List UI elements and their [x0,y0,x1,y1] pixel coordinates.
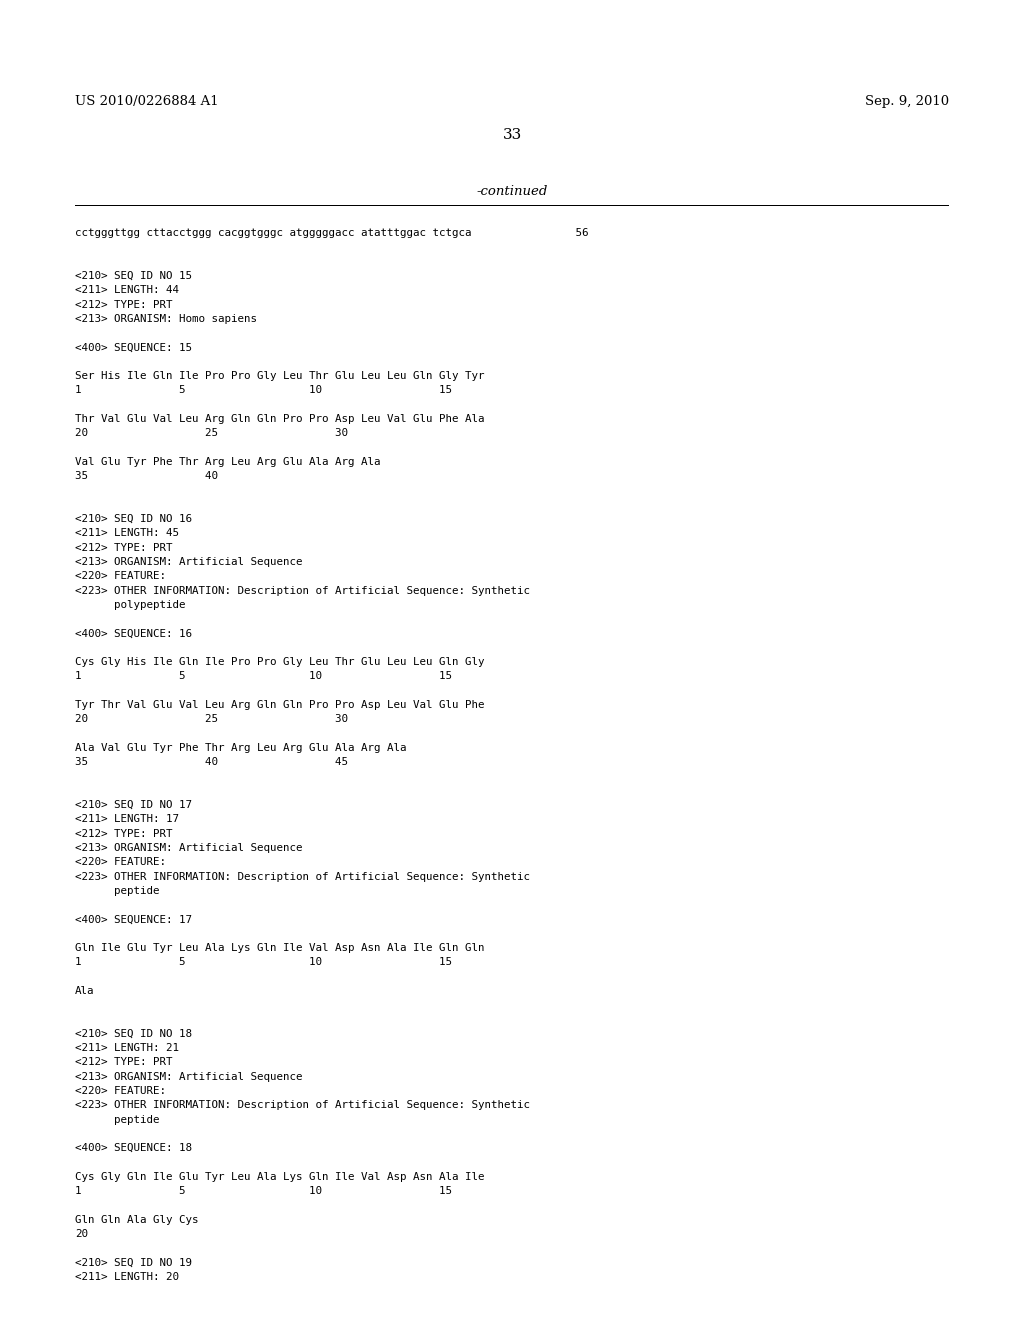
Text: <223> OTHER INFORMATION: Description of Artificial Sequence: Synthetic: <223> OTHER INFORMATION: Description of … [75,871,529,882]
Text: 20                  25                  30: 20 25 30 [75,714,348,725]
Text: <211> LENGTH: 45: <211> LENGTH: 45 [75,528,179,539]
Text: <213> ORGANISM: Homo sapiens: <213> ORGANISM: Homo sapiens [75,314,257,323]
Text: Ala: Ala [75,986,94,995]
Text: <400> SEQUENCE: 16: <400> SEQUENCE: 16 [75,628,191,639]
Text: 1               5                   10                  15: 1 5 10 15 [75,1187,452,1196]
Text: <400> SEQUENCE: 18: <400> SEQUENCE: 18 [75,1143,191,1154]
Text: peptide: peptide [75,886,160,896]
Text: <211> LENGTH: 44: <211> LENGTH: 44 [75,285,179,296]
Text: <210> SEQ ID NO 17: <210> SEQ ID NO 17 [75,800,191,810]
Text: Gln Ile Glu Tyr Leu Ala Lys Gln Ile Val Asp Asn Ala Ile Gln Gln: Gln Ile Glu Tyr Leu Ala Lys Gln Ile Val … [75,942,484,953]
Text: <212> TYPE: PRT: <212> TYPE: PRT [75,543,172,553]
Text: <210> SEQ ID NO 18: <210> SEQ ID NO 18 [75,1028,191,1039]
Text: <212> TYPE: PRT: <212> TYPE: PRT [75,300,172,309]
Text: <220> FEATURE:: <220> FEATURE: [75,572,166,581]
Text: 35                  40: 35 40 [75,471,218,480]
Text: <210> SEQ ID NO 19: <210> SEQ ID NO 19 [75,1258,191,1267]
Text: <213> ORGANISM: Artificial Sequence: <213> ORGANISM: Artificial Sequence [75,557,302,566]
Text: peptide: peptide [75,1114,160,1125]
Text: <211> LENGTH: 20: <211> LENGTH: 20 [75,1272,179,1282]
Text: Ala Val Glu Tyr Phe Thr Arg Leu Arg Glu Ala Arg Ala: Ala Val Glu Tyr Phe Thr Arg Leu Arg Glu … [75,743,407,752]
Text: Cys Gly His Ile Gln Ile Pro Pro Gly Leu Thr Glu Leu Leu Gln Gly: Cys Gly His Ile Gln Ile Pro Pro Gly Leu … [75,657,484,667]
Text: <212> TYPE: PRT: <212> TYPE: PRT [75,829,172,838]
Text: 33: 33 [503,128,521,143]
Text: <210> SEQ ID NO 16: <210> SEQ ID NO 16 [75,513,191,524]
Text: <220> FEATURE:: <220> FEATURE: [75,857,166,867]
Text: <400> SEQUENCE: 15: <400> SEQUENCE: 15 [75,342,191,352]
Text: Cys Gly Gln Ile Glu Tyr Leu Ala Lys Gln Ile Val Asp Asn Ala Ile: Cys Gly Gln Ile Glu Tyr Leu Ala Lys Gln … [75,1172,484,1181]
Text: Ser His Ile Gln Ile Pro Pro Gly Leu Thr Glu Leu Leu Gln Gly Tyr: Ser His Ile Gln Ile Pro Pro Gly Leu Thr … [75,371,484,381]
Text: Sep. 9, 2010: Sep. 9, 2010 [865,95,949,108]
Text: <210> SEQ ID NO 15: <210> SEQ ID NO 15 [75,271,191,281]
Text: <213> ORGANISM: Artificial Sequence: <213> ORGANISM: Artificial Sequence [75,843,302,853]
Text: Thr Val Glu Val Leu Arg Gln Gln Pro Pro Asp Leu Val Glu Phe Ala: Thr Val Glu Val Leu Arg Gln Gln Pro Pro … [75,414,484,424]
Text: Gln Gln Ala Gly Cys: Gln Gln Ala Gly Cys [75,1214,199,1225]
Text: Val Glu Tyr Phe Thr Arg Leu Arg Glu Ala Arg Ala: Val Glu Tyr Phe Thr Arg Leu Arg Glu Ala … [75,457,380,467]
Text: 1               5                   10                  15: 1 5 10 15 [75,957,452,968]
Text: <213> ORGANISM: Artificial Sequence: <213> ORGANISM: Artificial Sequence [75,1072,302,1081]
Text: 20                  25                  30: 20 25 30 [75,428,348,438]
Text: <211> LENGTH: 17: <211> LENGTH: 17 [75,814,179,824]
Text: <223> OTHER INFORMATION: Description of Artificial Sequence: Synthetic: <223> OTHER INFORMATION: Description of … [75,586,529,595]
Text: cctgggttgg cttacctggg cacggtgggc atgggggacc atatttggac tctgca                56: cctgggttgg cttacctggg cacggtgggc atggggg… [75,228,588,238]
Text: US 2010/0226884 A1: US 2010/0226884 A1 [75,95,218,108]
Text: <400> SEQUENCE: 17: <400> SEQUENCE: 17 [75,915,191,924]
Text: Tyr Thr Val Glu Val Leu Arg Gln Gln Pro Pro Asp Leu Val Glu Phe: Tyr Thr Val Glu Val Leu Arg Gln Gln Pro … [75,700,484,710]
Text: <223> OTHER INFORMATION: Description of Artificial Sequence: Synthetic: <223> OTHER INFORMATION: Description of … [75,1101,529,1110]
Text: 35                  40                  45: 35 40 45 [75,758,348,767]
Text: <220> FEATURE:: <220> FEATURE: [75,1086,166,1096]
Text: 20: 20 [75,1229,88,1239]
Text: -continued: -continued [476,185,548,198]
Text: 1               5                   10                  15: 1 5 10 15 [75,385,452,395]
Text: <212> TYPE: PRT: <212> TYPE: PRT [75,1057,172,1068]
Text: <211> LENGTH: 21: <211> LENGTH: 21 [75,1043,179,1053]
Text: 1               5                   10                  15: 1 5 10 15 [75,672,452,681]
Text: polypeptide: polypeptide [75,599,185,610]
